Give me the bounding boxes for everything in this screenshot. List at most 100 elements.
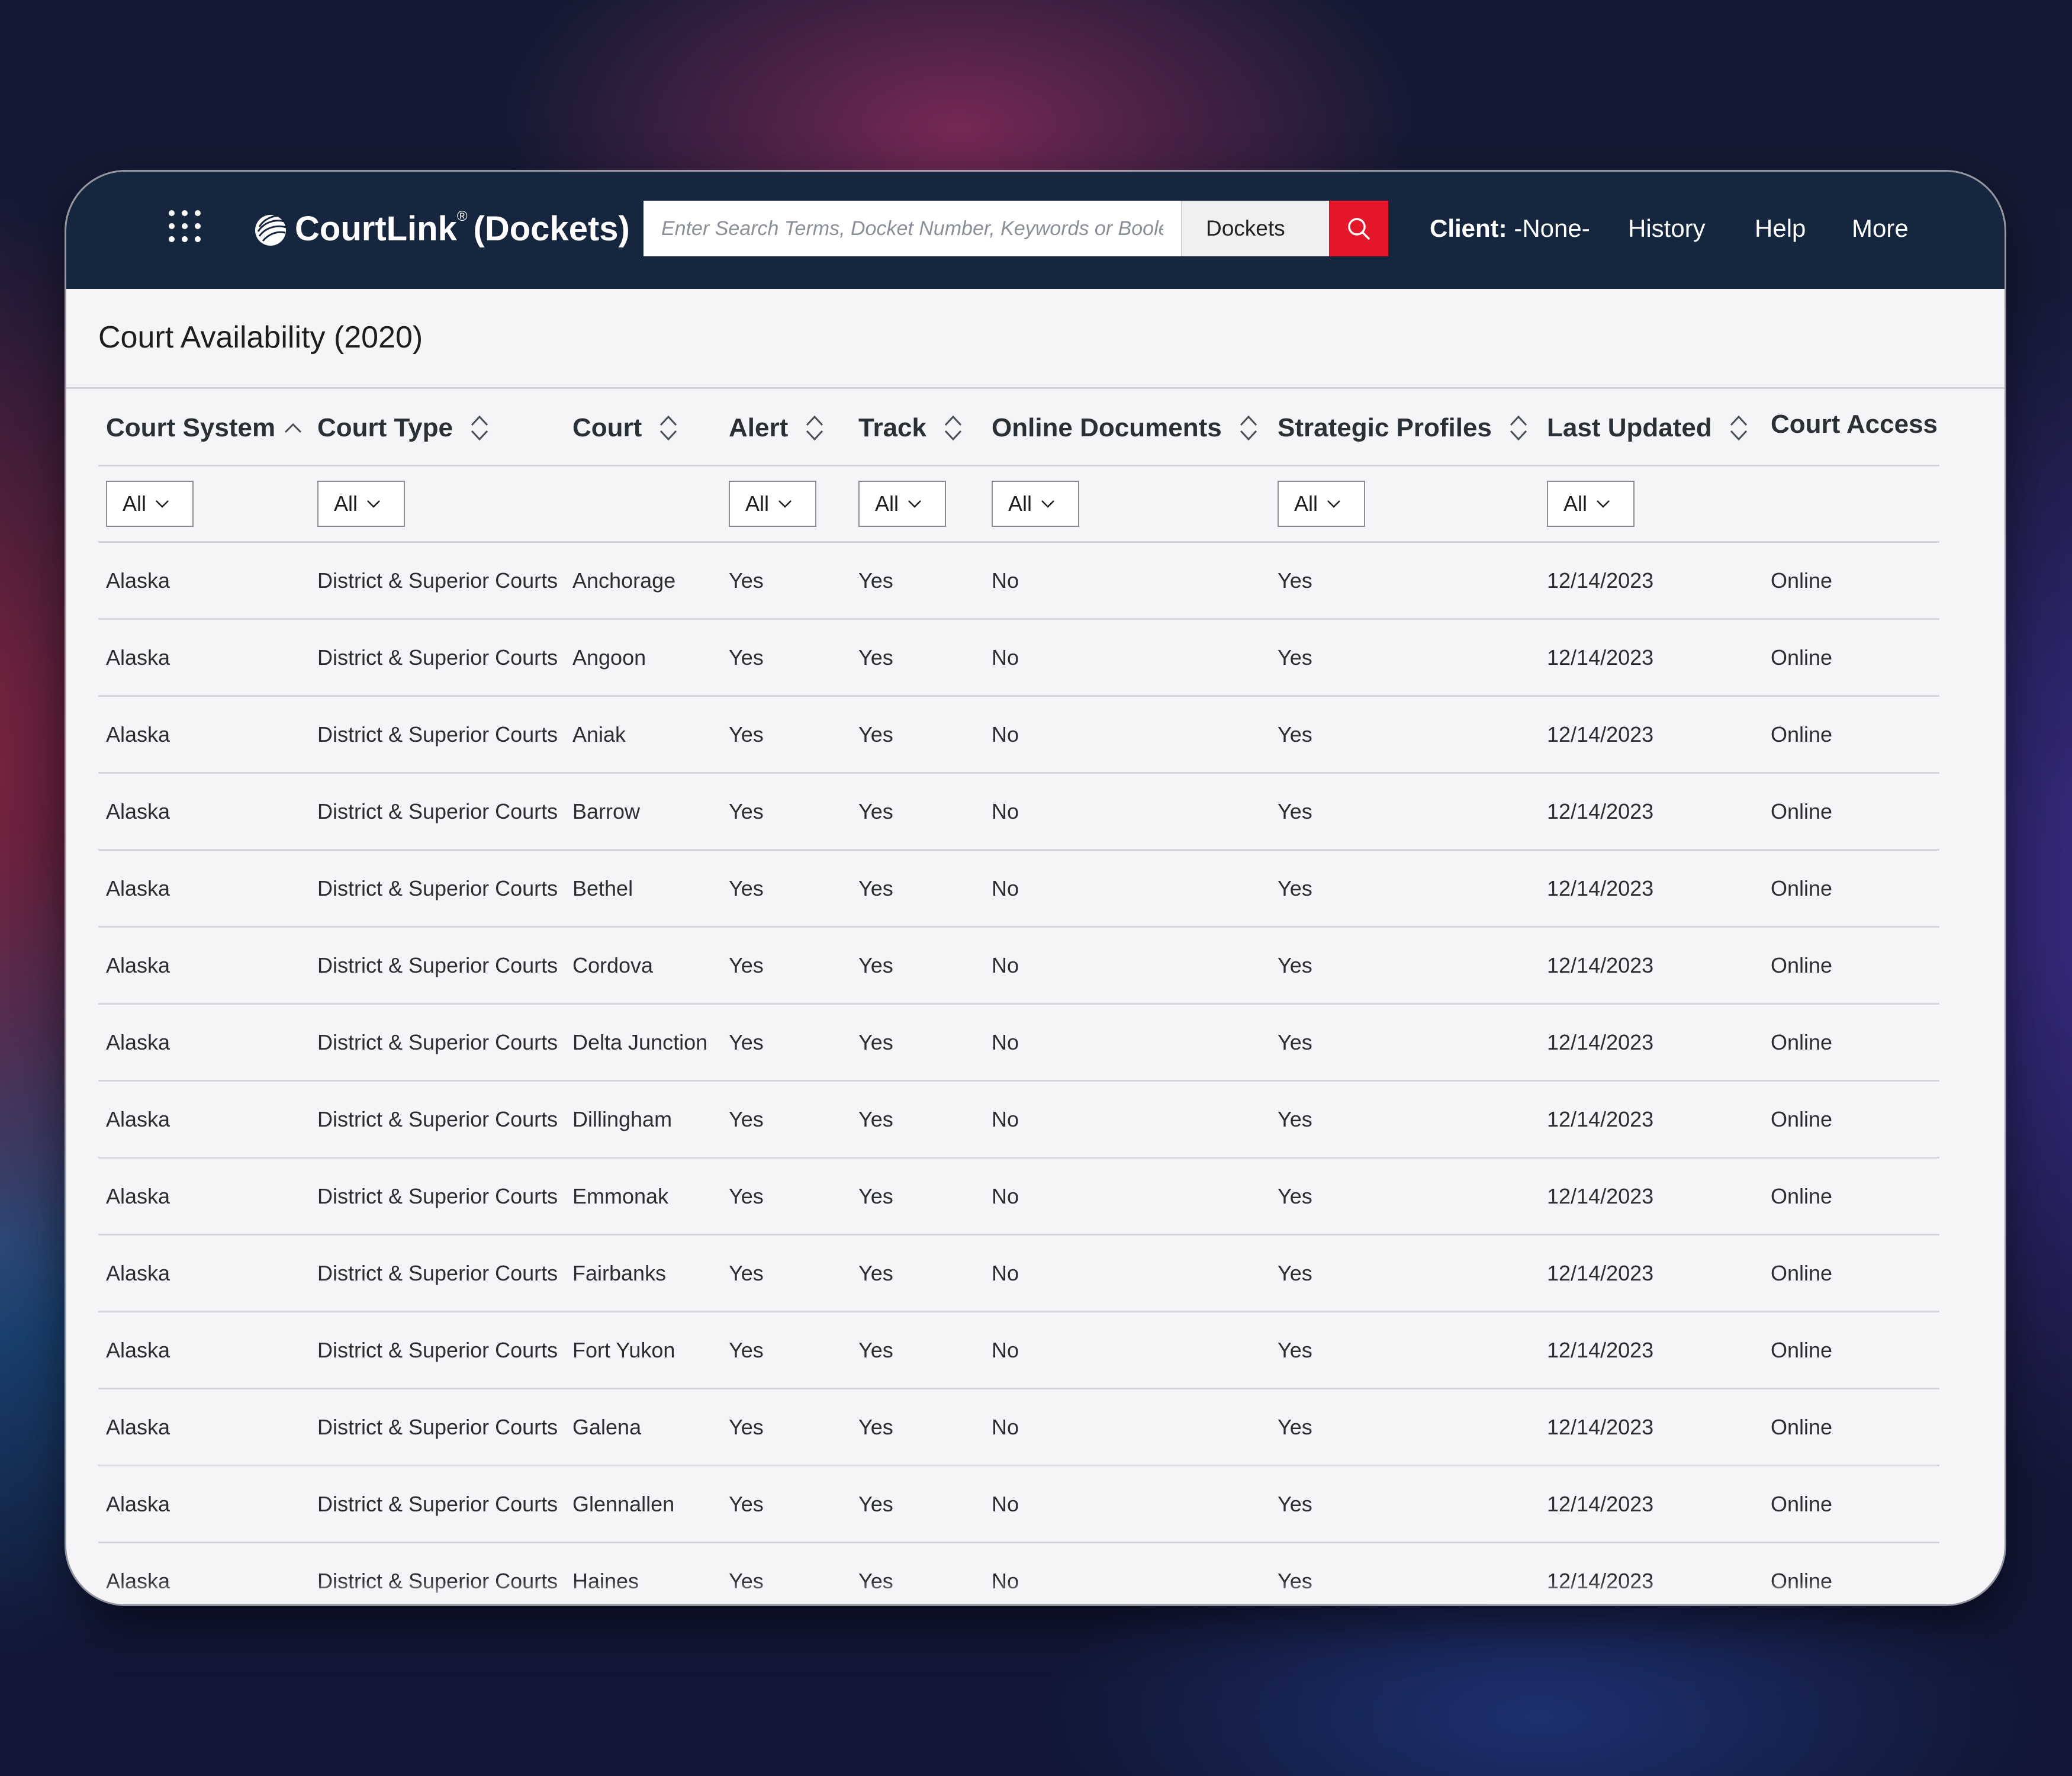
cell-track: Yes (858, 1491, 893, 1516)
header-divider (98, 465, 1939, 466)
cell-court: Fairbanks (572, 1260, 667, 1285)
cell-court-access: Online (1771, 722, 1833, 747)
app-launcher-grid-icon[interactable] (167, 208, 202, 244)
cell-court-access: Online (1771, 645, 1833, 670)
cell-track: Yes (858, 645, 893, 670)
column-header-label: Court Access (1771, 409, 1938, 439)
brand-product: (Dockets) (473, 209, 630, 248)
cell-alert: Yes (729, 722, 764, 747)
filter-alert[interactable]: All (729, 481, 816, 527)
table-row[interactable]: Alaska District & Superior Courts Aniak … (66, 697, 2005, 774)
search-input[interactable] (644, 201, 1181, 256)
filter-value: All (875, 491, 899, 516)
cell-court: Bethel (572, 876, 633, 900)
column-header-label: Track (858, 413, 926, 442)
cell-court-access: Online (1771, 1337, 1833, 1362)
cell-court-system: Alaska (106, 1491, 170, 1516)
cell-last-updated: 12/14/2023 (1547, 568, 1654, 593)
cell-track: Yes (858, 1106, 893, 1131)
cell-track: Yes (858, 568, 893, 593)
cell-court-type: District & Superior Courts (317, 953, 558, 977)
chevron-down-icon (1597, 500, 1610, 508)
search-button[interactable] (1329, 201, 1388, 256)
cell-court-access: Online (1771, 876, 1833, 900)
column-header-strategic-profiles[interactable]: Strategic Profiles (1278, 391, 1529, 465)
cell-strategic-profiles: Yes (1278, 1106, 1312, 1131)
column-header-online-documents[interactable]: Online Documents (992, 391, 1259, 465)
table-row[interactable]: Alaska District & Superior Courts Delta … (66, 1005, 2005, 1082)
cell-track: Yes (858, 722, 893, 747)
column-header-court-access: Court Access (1771, 387, 1938, 461)
cell-court-access: Online (1771, 568, 1833, 593)
filter-court-system[interactable]: All (106, 481, 194, 527)
table-row[interactable]: Alaska District & Superior Courts Bethel… (66, 851, 2005, 928)
row-divider (98, 926, 1939, 928)
column-header-label: Court System (106, 413, 276, 442)
table-row[interactable]: Alaska District & Superior Courts Angoon… (66, 620, 2005, 697)
cell-alert: Yes (729, 1491, 764, 1516)
cell-court-type: District & Superior Courts (317, 1491, 558, 1516)
row-divider (98, 1234, 1939, 1236)
filter-track[interactable]: All (858, 481, 946, 527)
cell-court-access: Online (1771, 1491, 1833, 1516)
column-header-court-system[interactable]: Court System (106, 391, 303, 465)
cell-court-system: Alaska (106, 1106, 170, 1131)
cell-alert: Yes (729, 1414, 764, 1439)
nav-history[interactable]: History (1628, 214, 1706, 242)
cell-strategic-profiles: Yes (1278, 1414, 1312, 1439)
table-row[interactable]: Alaska District & Superior Courts Dillin… (66, 1082, 2005, 1159)
cell-court-system: Alaska (106, 1029, 170, 1054)
nav-more[interactable]: More (1852, 214, 1909, 242)
filter-online-documents[interactable]: All (992, 481, 1079, 527)
column-header-court[interactable]: Court (572, 391, 678, 465)
cell-online-documents: No (992, 799, 1019, 823)
cell-alert: Yes (729, 1029, 764, 1054)
column-header-alert[interactable]: Alert (729, 391, 825, 465)
cell-last-updated: 12/14/2023 (1547, 1029, 1654, 1054)
filter-value: All (745, 491, 770, 516)
column-header-last-updated[interactable]: Last Updated (1547, 391, 1749, 465)
column-header-track[interactable]: Track (858, 391, 963, 465)
column-header-label: Court (572, 413, 642, 442)
cell-online-documents: No (992, 953, 1019, 977)
table-row[interactable]: Alaska District & Superior Courts Fairba… (66, 1236, 2005, 1312)
cell-court-type: District & Superior Courts (317, 722, 558, 747)
cell-court: Aniak (572, 722, 626, 747)
cell-court-type: District & Superior Courts (317, 1414, 558, 1439)
table-row[interactable]: Alaska District & Superior Courts Barrow… (66, 774, 2005, 851)
brand-logo[interactable]: CourtLink ® (Dockets) (251, 205, 630, 252)
table-row[interactable]: Alaska District & Superior Courts Glenna… (66, 1466, 2005, 1543)
row-divider (98, 849, 1939, 851)
sort-icon (660, 415, 677, 440)
cell-court: Barrow (572, 799, 641, 823)
cell-last-updated: 12/14/2023 (1547, 799, 1654, 823)
table-row[interactable]: Alaska District & Superior Courts Cordov… (66, 928, 2005, 1005)
cell-court-type: District & Superior Courts (317, 1337, 558, 1362)
table-row[interactable]: Alaska District & Superior Courts Galena… (66, 1389, 2005, 1466)
table-row[interactable]: Alaska District & Superior Courts Anchor… (66, 543, 2005, 620)
cell-track: Yes (858, 1337, 893, 1362)
table-row[interactable]: Alaska District & Superior Courts Fort Y… (66, 1312, 2005, 1389)
row-divider (98, 1465, 1939, 1466)
nav-help[interactable]: Help (1755, 214, 1806, 242)
cell-court: Angoon (572, 645, 646, 670)
filter-court-type[interactable]: All (317, 481, 405, 527)
cell-court: Cordova (572, 953, 654, 977)
bottom-fade (66, 1581, 2005, 1604)
brand-name: CourtLink (295, 209, 457, 248)
column-header-label: Court Type (317, 413, 453, 442)
cell-court-system: Alaska (106, 568, 170, 593)
courtlink-logo-icon (255, 215, 287, 246)
sort-icon (1510, 415, 1527, 440)
table-row[interactable]: Alaska District & Superior Courts Emmona… (66, 1159, 2005, 1236)
filter-last-updated[interactable]: All (1547, 481, 1635, 527)
cell-court-access: Online (1771, 799, 1833, 823)
cell-court: Dillingham (572, 1106, 673, 1131)
column-header-court-type[interactable]: Court Type (317, 391, 490, 465)
client-selector[interactable]: Client: -None- (1430, 205, 1590, 252)
search-scope-select[interactable]: Dockets (1181, 201, 1329, 256)
filter-value: All (334, 491, 358, 516)
row-divider (98, 1157, 1939, 1159)
cell-court-system: Alaska (106, 645, 170, 670)
filter-strategic-profiles[interactable]: All (1278, 481, 1365, 527)
